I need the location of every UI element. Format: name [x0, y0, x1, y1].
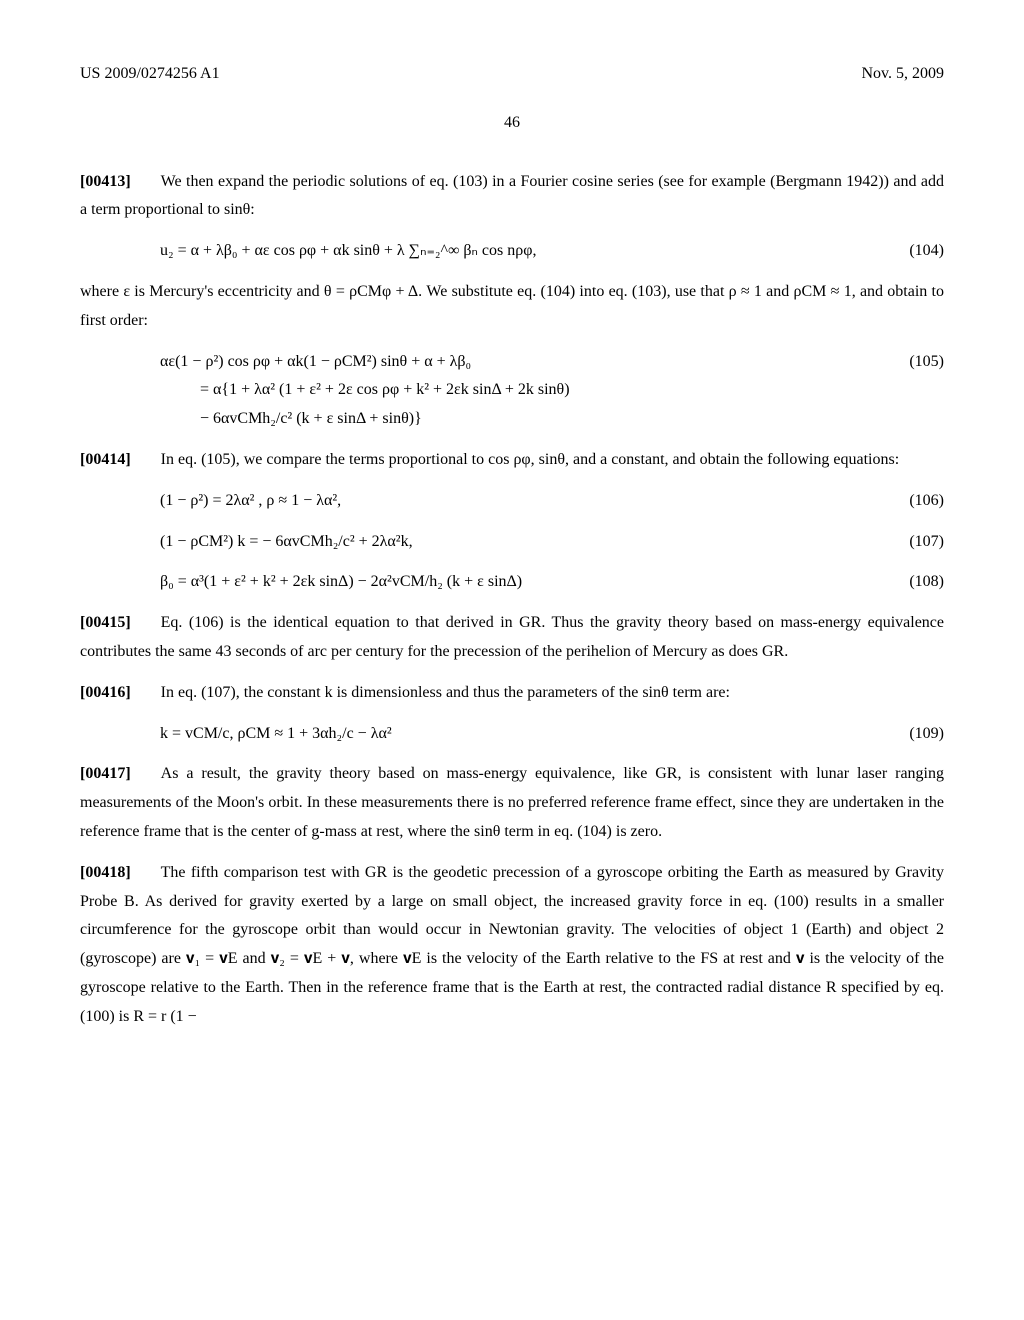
eq-content: αε(1 − ρ²) cos ρφ + αk(1 − ρCM²) sinθ + … [160, 348, 889, 434]
header-right: Nov. 5, 2009 [861, 60, 944, 89]
paragraph-00413: [00413]We then expand the periodic solut… [80, 168, 944, 226]
paragraph-00417: [00417]As a result, the gravity theory b… [80, 760, 944, 846]
paragraph-after-104: where ε is Mercury's eccentricity and θ … [80, 278, 944, 336]
eq-content: (1 − ρCM²) k = − 6αvCMh₂/c² + 2λα²k, [160, 528, 889, 557]
eq-num: (107) [909, 528, 944, 557]
equation-104: u₂ = α + λβ₀ + αε cos ρφ + αk sinθ + λ ∑… [160, 237, 944, 266]
eq-line: = α{1 + λα² (1 + ε² + 2ε cos ρφ + k² + 2… [200, 376, 889, 405]
para-text: In eq. (107), the constant k is dimensio… [161, 684, 730, 701]
eq-content: k = vCM/c, ρCM ≈ 1 + 3αh₂/c − λα² [160, 720, 889, 749]
equation-108: β₀ = α³(1 + ε² + k² + 2εk sinΔ) − 2α²vCM… [160, 568, 944, 597]
para-text: The fifth comparison test with GR is the… [80, 864, 944, 1025]
para-text: We then expand the periodic solutions of… [80, 173, 944, 219]
eq-content: u₂ = α + λβ₀ + αε cos ρφ + αk sinθ + λ ∑… [160, 237, 889, 266]
para-num: [00418] [80, 864, 131, 881]
paragraph-00418: [00418]The fifth comparison test with GR… [80, 859, 944, 1032]
equation-107: (1 − ρCM²) k = − 6αvCMh₂/c² + 2λα²k, (10… [160, 528, 944, 557]
eq-num: (105) [909, 348, 944, 377]
para-num: [00416] [80, 684, 131, 701]
eq-line: αε(1 − ρ²) cos ρφ + αk(1 − ρCM²) sinθ + … [160, 348, 889, 377]
para-num: [00413] [80, 173, 131, 190]
eq-num: (106) [909, 487, 944, 516]
eq-content: (1 − ρ²) = 2λα² , ρ ≈ 1 − λα², [160, 487, 889, 516]
eq-content: β₀ = α³(1 + ε² + k² + 2εk sinΔ) − 2α²vCM… [160, 568, 889, 597]
header-left: US 2009/0274256 A1 [80, 60, 220, 89]
para-text: As a result, the gravity theory based on… [80, 765, 944, 840]
equation-105: αε(1 − ρ²) cos ρφ + αk(1 − ρCM²) sinθ + … [160, 348, 944, 434]
page-number: 46 [80, 109, 944, 138]
para-text: In eq. (105), we compare the terms propo… [161, 451, 899, 468]
eq-num: (108) [909, 568, 944, 597]
equation-106: (1 − ρ²) = 2λα² , ρ ≈ 1 − λα², (106) [160, 487, 944, 516]
para-text: Eq. (106) is the identical equation to t… [80, 614, 944, 660]
paragraph-00414: [00414] In eq. (105), we compare the term… [80, 446, 944, 475]
eq-line: − 6αvCMh₂/c² (k + ε sinΔ + sinθ)} [200, 405, 889, 434]
equation-109: k = vCM/c, ρCM ≈ 1 + 3αh₂/c − λα² (109) [160, 720, 944, 749]
para-num: [00415] [80, 614, 131, 631]
eq-num: (109) [909, 720, 944, 749]
para-num: [00414] [80, 451, 131, 468]
eq-num: (104) [909, 237, 944, 266]
para-num: [00417] [80, 765, 131, 782]
paragraph-00416: [00416] In eq. (107), the constant k is d… [80, 679, 944, 708]
page-header: US 2009/0274256 A1 Nov. 5, 2009 [80, 60, 944, 89]
paragraph-00415: [00415]Eq. (106) is the identical equati… [80, 609, 944, 667]
